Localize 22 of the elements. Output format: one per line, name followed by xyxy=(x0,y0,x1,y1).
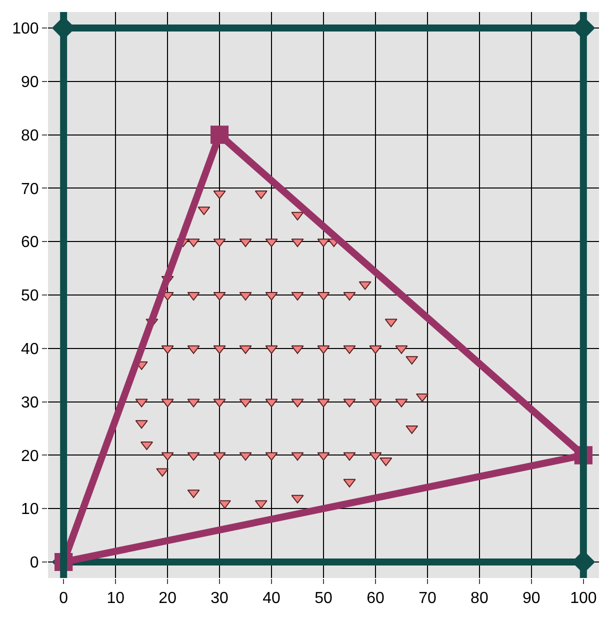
x-tick-label: 0 xyxy=(59,590,68,608)
x-tick-label: 50 xyxy=(314,590,332,608)
y-tick-label: 90 xyxy=(21,74,39,92)
y-tick-label: 30 xyxy=(21,394,39,412)
y-tick-label: 10 xyxy=(21,501,39,518)
x-tick-label: 60 xyxy=(366,590,384,608)
y-tick-label: 50 xyxy=(21,288,39,305)
x-tick-label: 100 xyxy=(570,590,597,608)
x-tick-label: 20 xyxy=(158,590,177,608)
y-tick-label: 80 xyxy=(21,127,39,144)
y-tick-label: 0 xyxy=(30,554,39,572)
y-tick-label: 60 xyxy=(21,234,39,252)
y-tick-label: 100 xyxy=(12,20,39,38)
x-tick-label: 80 xyxy=(470,590,488,608)
x-tick-label: 70 xyxy=(418,590,436,608)
y-tick-label: 20 xyxy=(21,448,39,465)
x-tick-label: 90 xyxy=(522,590,540,608)
x-tick-label: 10 xyxy=(106,590,125,608)
y-tick-label: 40 xyxy=(21,341,39,358)
x-tick-label: 30 xyxy=(210,590,229,608)
y-tick-label: 70 xyxy=(21,180,39,198)
x-tick-label: 40 xyxy=(262,590,281,608)
